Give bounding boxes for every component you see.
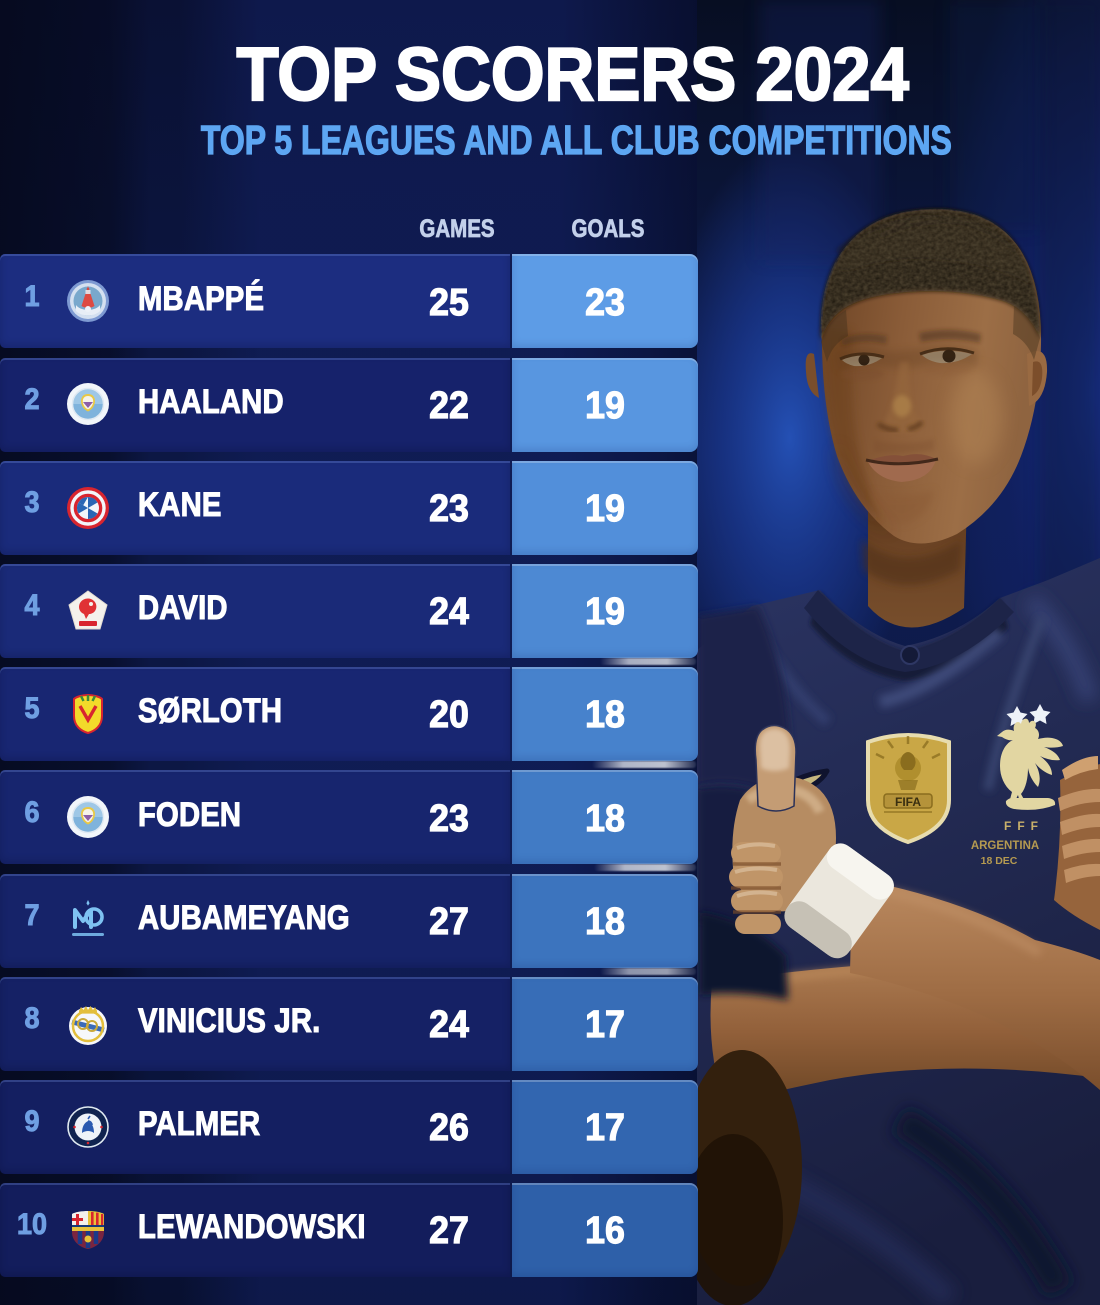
svg-text:FIFA: FIFA <box>895 795 921 809</box>
svg-text:18 DEC: 18 DEC <box>981 855 1018 867</box>
svg-text:FFF: FFF <box>1004 819 1044 833</box>
svg-text:ARGENTINA: ARGENTINA <box>971 840 1039 852</box>
